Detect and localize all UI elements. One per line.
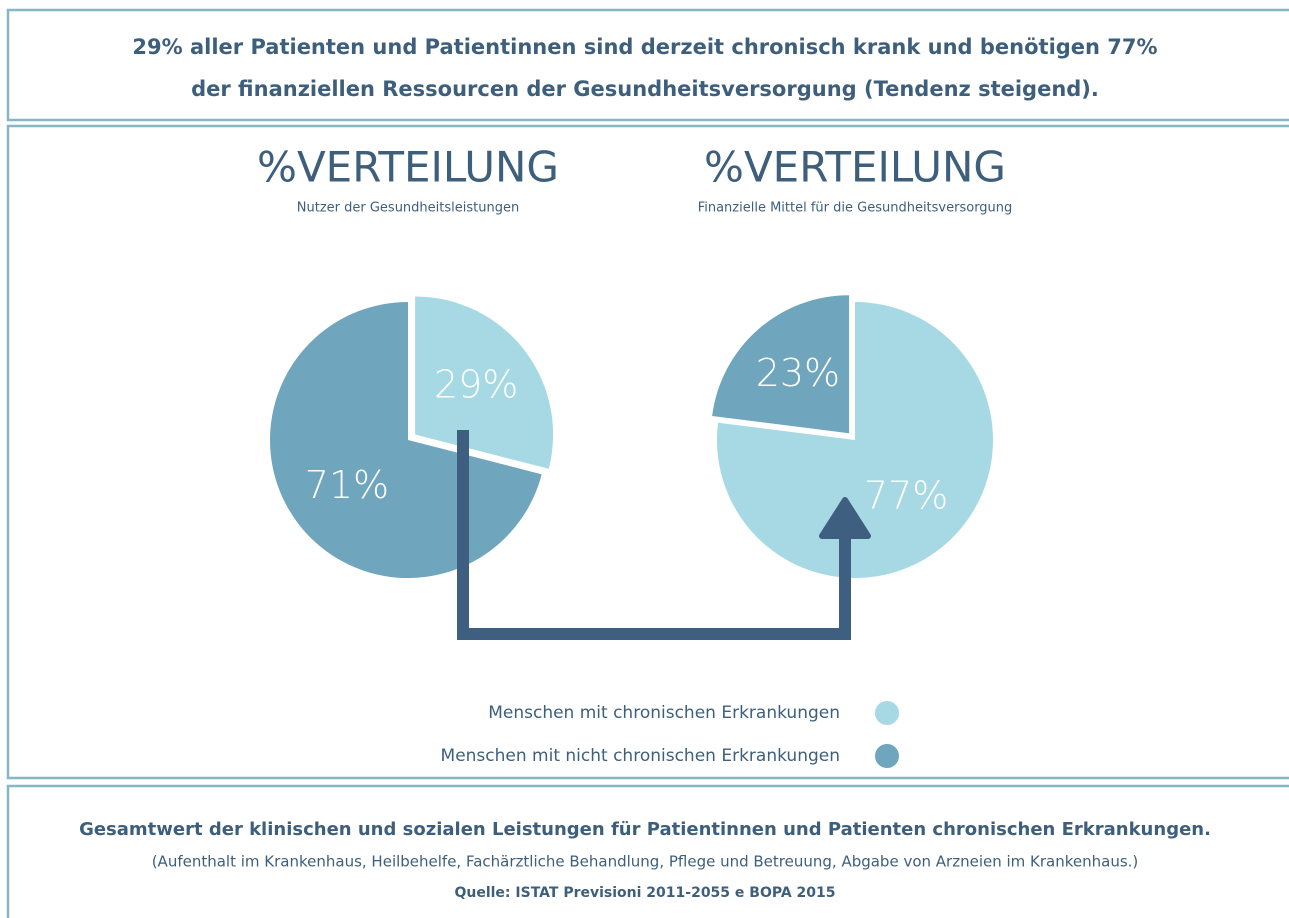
- arrow-head: [819, 497, 871, 539]
- footer-note: (Aufenthalt im Krankenhaus, Heilbehelfe,…: [152, 853, 1139, 871]
- legend-label: Menschen mit chronischen Erkrankungen: [488, 703, 840, 723]
- footer-frame: [6, 784, 1289, 918]
- slice-label: 23%: [756, 351, 840, 395]
- legend-swatch: [875, 744, 899, 768]
- header-line: der finanziellen Ressourcen der Gesundhe…: [191, 77, 1099, 101]
- legend-label: Menschen mit nicht chronischen Erkrankun…: [441, 746, 840, 766]
- footer-source: Quelle: ISTAT Previsioni 2011-2055 e BOP…: [454, 885, 835, 901]
- footer-title: Gesamtwert der klinischen und sozialen L…: [79, 819, 1211, 840]
- flow-arrow: [457, 430, 851, 640]
- legend-swatch: [875, 701, 899, 725]
- chart-subtitle: Finanzielle Mittel für die Gesundheitsve…: [698, 201, 1013, 216]
- pie-slice: [415, 296, 554, 469]
- header-frame: [6, 8, 1289, 122]
- header-line: 29% aller Patienten und Patientinnen sin…: [132, 35, 1157, 59]
- slice-label: 71%: [305, 463, 389, 507]
- chart-title: %VERTEILUNG: [257, 143, 559, 192]
- slice-label: 29%: [434, 363, 518, 407]
- chart-frame: [6, 124, 1289, 780]
- chart-subtitle: Nutzer der Gesundheitsleistungen: [297, 201, 519, 216]
- slice-label: 77%: [864, 473, 948, 517]
- pie-slice: [712, 295, 850, 434]
- pie-slice: [717, 302, 994, 578]
- pie-slice: [270, 302, 542, 578]
- chart-title: %VERTEILUNG: [704, 143, 1006, 192]
